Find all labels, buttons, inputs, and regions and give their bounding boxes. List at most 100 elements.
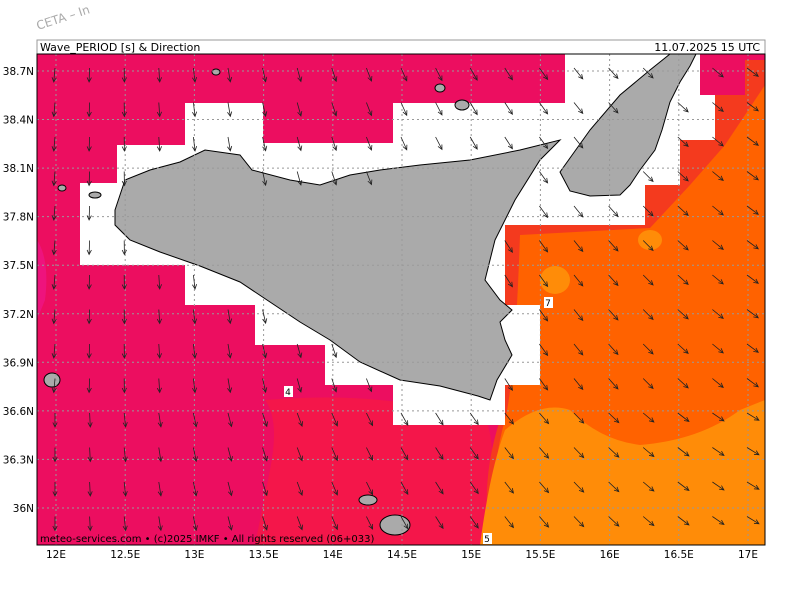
direction-arrow [192,481,198,497]
direction-arrow [51,67,57,83]
direction-arrow [400,516,409,530]
contour-label-bg [544,297,553,308]
direction-arrow [296,136,303,152]
direction-arrow [227,412,233,428]
land-sicily [114,139,562,401]
direction-arrow [677,136,689,148]
direction-arrow [435,516,444,530]
direction-arrow [642,412,655,423]
direction-arrow [227,343,233,359]
direction-arrow [52,447,58,463]
watermark: CETA – In [35,2,92,32]
direction-arrow [400,67,408,82]
direction-arrow [435,102,443,116]
direction-arrow [121,102,127,118]
direction-arrow [573,412,585,424]
direction-arrow [677,240,689,251]
direction-arrow [504,274,513,288]
direction-arrow [504,67,513,81]
direction-arrow [642,309,654,321]
lat-label: 36.6N [3,406,34,418]
direction-arrow [642,67,654,79]
direction-arrow [86,67,92,83]
direction-arrow [227,447,233,462]
direction-arrow [262,136,268,152]
direction-arrow [608,447,620,458]
direction-arrow [746,412,760,421]
direction-arrow [435,67,443,82]
direction-arrow [192,136,198,152]
direction-arrow [86,136,92,152]
direction-arrow [122,516,128,532]
island [454,99,470,111]
direction-arrow [539,274,549,288]
island [88,191,102,199]
direction-arrow [227,481,233,497]
island-gozo [358,494,378,506]
direction-arrow [504,481,514,494]
direction-arrow [469,67,478,81]
direction-arrow [331,136,338,152]
direction-arrow [642,447,655,458]
lon-label: 15.5E [525,549,555,561]
direction-arrow [86,205,92,221]
direction-arrow [121,274,127,290]
direction-arrow [366,136,373,151]
lon-label: 16E [600,549,620,561]
direction-arrow [192,412,198,428]
contour-label: 5 [484,535,490,545]
direction-arrow [642,378,654,390]
direction-arrow [296,67,303,83]
direction-arrow [712,205,724,216]
direction-arrow [642,240,654,252]
direction-arrow [712,343,724,354]
direction-arrow [573,309,584,322]
lat-label: 37.5N [3,260,34,272]
direction-arrow [86,274,92,290]
island [57,184,67,192]
direction-arrow [156,67,162,83]
period-zone [540,266,570,294]
lon-label: 17E [738,549,758,561]
direction-arrow [192,516,198,532]
direction-arrow [122,481,128,497]
direction-arrow [87,516,93,532]
direction-arrow [296,516,303,531]
direction-arrow [746,378,759,388]
direction-arrow [121,240,127,256]
direction-arrow [539,171,549,184]
direction-arrow [712,240,724,250]
direction-arrow [331,171,338,186]
lon-label: 14E [323,549,343,561]
direction-arrow [156,136,162,152]
direction-arrow [366,102,373,117]
direction-arrow [712,481,725,491]
direction-arrow [156,343,162,359]
period-zone [480,400,765,545]
direction-arrow [504,136,513,150]
island [434,83,446,93]
direction-arrow [677,205,689,217]
direction-arrow [86,378,92,394]
direction-arrow [677,378,689,389]
direction-arrow [642,171,654,183]
lat-label: 38.7N [3,66,34,78]
direction-arrow [262,447,268,462]
map-frame [36,53,766,546]
direction-arrow [504,378,513,392]
direction-arrow [296,378,303,393]
direction-arrow [87,447,93,463]
direction-arrow [262,67,268,83]
lon-label: 12E [46,549,66,561]
direction-arrow [469,136,478,150]
direction-arrow [746,481,760,490]
direction-arrow [573,205,584,218]
direction-arrow [52,413,58,428]
contour-label-bg [284,386,293,397]
lon-label: 12.5E [110,549,140,561]
direction-arrow [573,378,584,391]
direction-arrow [86,171,92,187]
direction-arrow [296,481,303,496]
direction-arrow [156,274,162,290]
direction-arrow [331,447,338,462]
